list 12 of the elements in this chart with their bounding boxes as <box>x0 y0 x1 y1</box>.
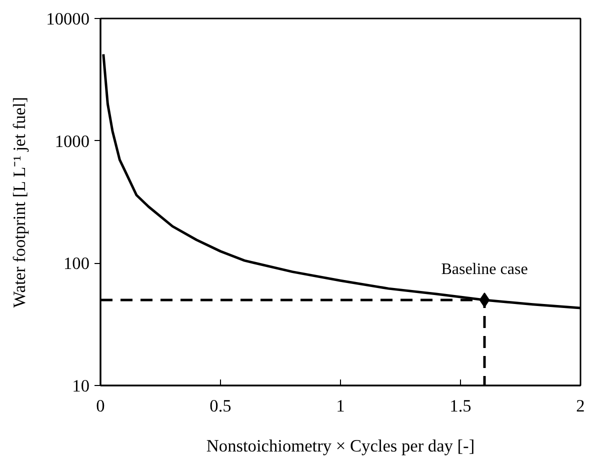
x-axis-title: Nonstoichiometry × Cycles per day [-] <box>206 436 475 456</box>
x-tick-label: 1.5 <box>450 396 472 416</box>
x-tick-label: 0.5 <box>210 396 232 416</box>
y-tick-label: 1000 <box>54 132 90 151</box>
x-tick-label: 2 <box>576 396 585 416</box>
y-axis-title: Water footprint [L L⁻¹ jet fuel] <box>10 96 30 308</box>
x-tick-label: 1 <box>336 396 345 416</box>
annotation: Baseline case <box>441 260 528 278</box>
y-tick-label: 10 <box>72 376 90 396</box>
x-tick-label: 0 <box>96 396 105 416</box>
y-tick-label: 10000 <box>46 10 90 28</box>
y-tick-label: 100 <box>64 254 90 274</box>
